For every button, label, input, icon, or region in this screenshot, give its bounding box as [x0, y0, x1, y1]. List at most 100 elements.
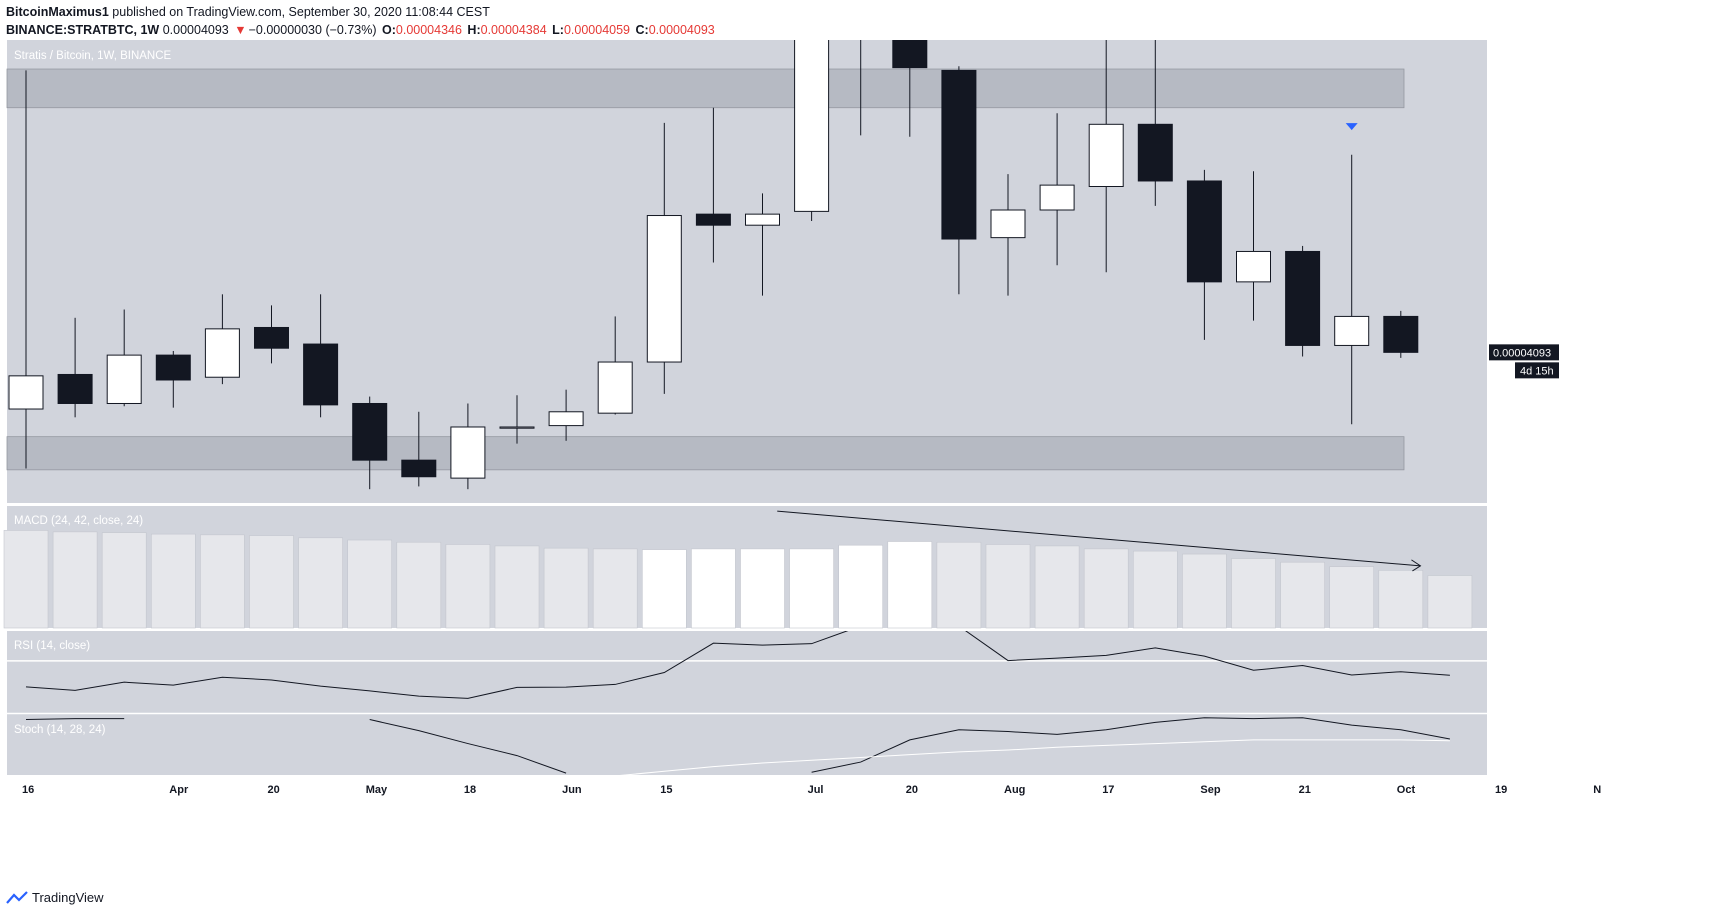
candle-body — [941, 69, 977, 240]
macd-tick-label: 0.00001000 — [1492, 549, 1550, 561]
main-pane-title: Stratis / Bitcoin, 1W, BINANCE — [14, 50, 172, 62]
candle-body — [352, 402, 388, 461]
close-label: C: — [635, 23, 649, 37]
candle-body — [106, 354, 142, 404]
candle-body — [499, 426, 535, 429]
macd-tick-label: 0.00001500 — [1492, 512, 1550, 524]
stoch-title: Stoch (14, 28, 24) — [14, 724, 106, 736]
tradingview-logo-icon — [6, 890, 28, 904]
macd-histogram-bar — [249, 535, 294, 629]
candle-body — [695, 213, 731, 226]
macd-histogram-bar — [838, 544, 884, 629]
symbol-label: BINANCE:STRATBTC, 1W — [6, 23, 160, 37]
macd-histogram-bar — [985, 544, 1031, 629]
price-tick-label: 0.00003600 — [1492, 415, 1550, 427]
candle-body — [794, 40, 830, 212]
price-tick-label: 0.00005000 — [1492, 222, 1550, 234]
time-tick-label: Apr — [169, 784, 189, 796]
support-resistance-zone — [6, 436, 1405, 471]
time-tick-label: Oct — [1397, 784, 1416, 796]
time-tick-label: 17 — [1102, 784, 1114, 796]
candle-body — [1383, 315, 1419, 353]
candle-body — [254, 326, 289, 349]
macd-histogram-bar — [494, 545, 540, 629]
candle-body — [303, 343, 339, 406]
macd-histogram-bar — [543, 547, 589, 629]
macd-histogram-bar — [789, 548, 834, 629]
macd-histogram-bar — [101, 532, 147, 629]
candle-body — [1137, 123, 1173, 182]
macd-histogram-bar — [151, 533, 196, 629]
macd-histogram-bar — [1329, 566, 1374, 629]
ohlc-line: BINANCE:STRATBTC, 1W 0.00004093 ▼ −0.0000… — [6, 21, 717, 39]
rsi-title: RSI (14, close) — [14, 640, 90, 652]
candle-body — [204, 328, 240, 378]
macd-histogram-bar — [3, 530, 49, 629]
macd-histogram-bar — [936, 541, 982, 629]
time-tick-label: N — [1593, 784, 1601, 796]
candle-body — [1186, 180, 1222, 283]
time-tick-label: 19 — [1495, 784, 1507, 796]
time-tick-label: 20 — [268, 784, 280, 796]
time-tick-label: Sep — [1200, 784, 1220, 796]
open-label: O: — [382, 23, 396, 37]
time-axis-background — [7, 777, 1488, 799]
macd-histogram-bar — [1034, 545, 1080, 629]
rsi-tick-label: 60.00 — [1496, 636, 1524, 648]
countdown-label: 4d 15h — [1520, 365, 1554, 377]
high-label: H: — [467, 23, 481, 37]
low-value: 0.00004059 — [563, 23, 631, 37]
stoch-k-line — [25, 717, 1450, 774]
price-tick-label: 0.00003200 — [1492, 470, 1550, 482]
candle-body — [844, 19, 878, 20]
candle-body — [155, 354, 191, 381]
candle-body — [1285, 250, 1321, 346]
signal-down-arrow-icon — [1345, 123, 1358, 131]
candle-body — [1334, 315, 1370, 346]
last-price-label: 0.00004093 — [1493, 347, 1551, 359]
macd-histogram-bar — [691, 548, 736, 629]
macd-divergence-trendline — [777, 510, 1421, 567]
publish-line: BitcoinMaximus1 published on TradingView… — [6, 3, 717, 21]
macd-histogram-bar — [1182, 553, 1227, 629]
price-tick-label: 0.00004600 — [1492, 277, 1550, 289]
candle-body — [990, 209, 1026, 239]
pane-rsi-background — [7, 631, 1487, 713]
macd-histogram-bar — [1231, 558, 1276, 629]
low-label: L: — [552, 23, 564, 37]
macd-histogram-bar — [298, 537, 343, 629]
price-tick-label: 0.00004200 — [1492, 332, 1550, 344]
stoch-tick-label: 36.00 — [1496, 752, 1524, 764]
time-tick-label: May — [366, 784, 388, 796]
last-price: 0.00004093 — [162, 23, 229, 37]
macd-histogram-bar — [887, 541, 933, 629]
time-tick-label: Jun — [562, 784, 582, 796]
macd-histogram-bar — [445, 544, 491, 629]
candles-group — [8, 19, 1419, 490]
macd-histogram-bar — [1083, 548, 1129, 629]
time-tick-label: 15 — [660, 784, 672, 796]
high-value: 0.00004384 — [480, 23, 547, 37]
time-tick-label: 21 — [1299, 784, 1311, 796]
price-tick-label: 0.00003800 — [1492, 387, 1550, 399]
support-resistance-zone — [6, 68, 1405, 109]
chart-header: BitcoinMaximus1 published on TradingView… — [6, 3, 717, 39]
candle-body — [450, 426, 486, 479]
close-value: 0.00004093 — [648, 23, 715, 37]
price-tick-label: 0.00006000 — [1492, 83, 1550, 95]
author[interactable]: BitcoinMaximus1 — [6, 5, 109, 19]
candle-body — [1039, 184, 1075, 211]
macd-histogram-bar — [1133, 550, 1178, 629]
candle-body — [548, 411, 584, 427]
time-tick-label: 20 — [906, 784, 918, 796]
candle-body — [745, 213, 780, 226]
macd-histogram-bar — [1378, 570, 1424, 629]
published-text: published on TradingView.com, September … — [108, 5, 490, 19]
macd-histogram-bar — [52, 531, 98, 629]
stoch-tick-label: 40.00 — [1496, 715, 1524, 727]
footer-brand[interactable]: TradingView — [32, 890, 104, 905]
macd-histogram-bar — [200, 534, 245, 629]
rsi-tick-label: 40.00 — [1496, 686, 1524, 698]
price-tick-label: 0.00005600 — [1492, 139, 1550, 151]
